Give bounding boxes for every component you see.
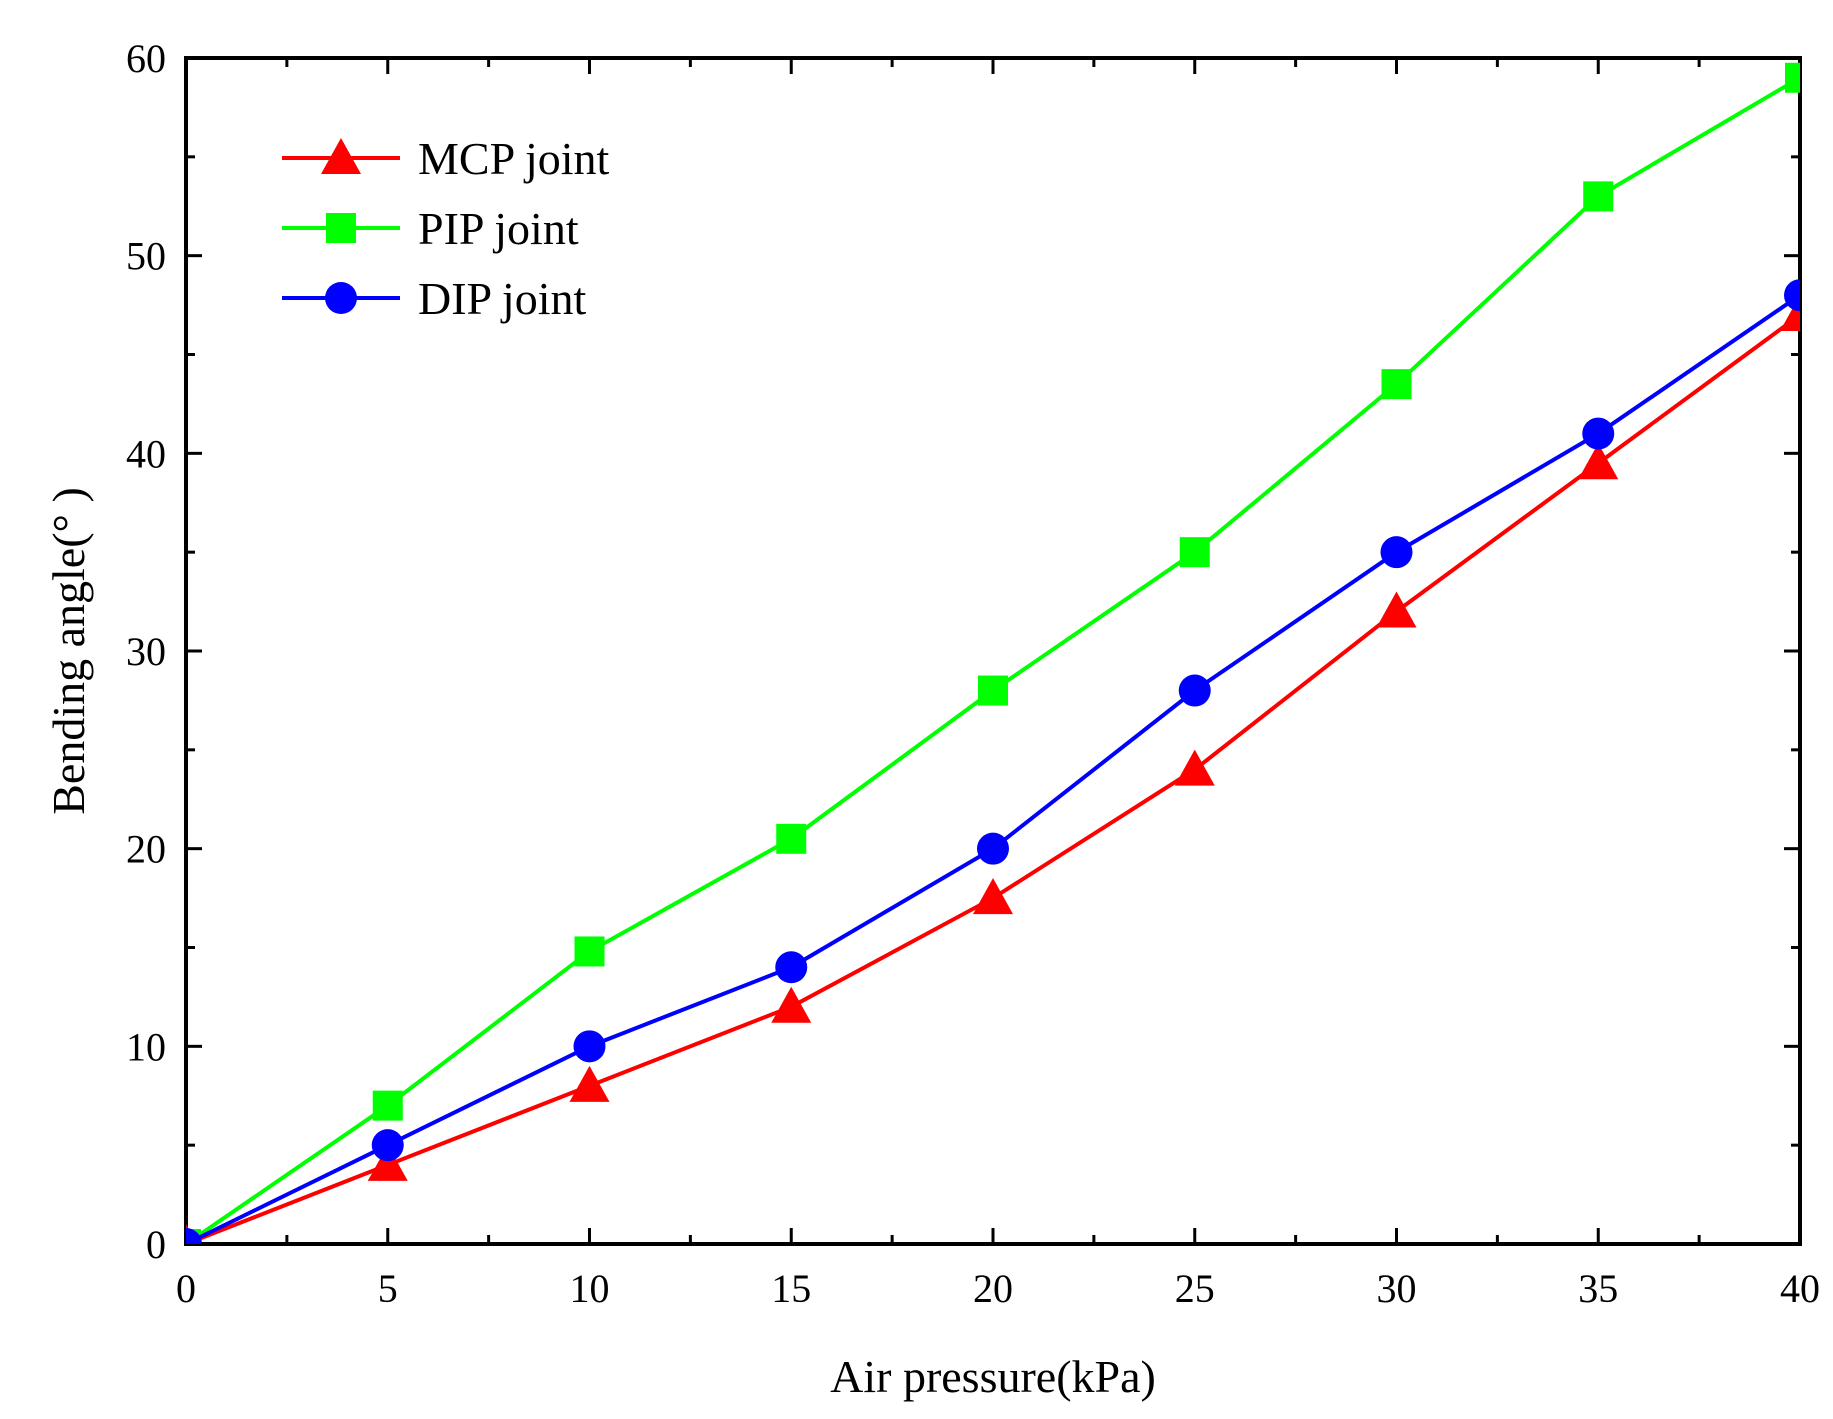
data-point xyxy=(186,1228,202,1244)
legend-item: MCP joint xyxy=(282,133,610,184)
legend-marker xyxy=(321,138,361,174)
y-tick-label: 60 xyxy=(126,36,166,81)
data-point xyxy=(569,1065,610,1102)
x-tick-label: 15 xyxy=(771,1266,811,1311)
data-point xyxy=(776,823,807,854)
data-point xyxy=(574,936,605,967)
data-point xyxy=(372,1090,403,1121)
data-point xyxy=(1578,443,1619,480)
data-point xyxy=(977,832,1009,865)
legend-marker xyxy=(326,213,356,243)
x-tick-label: 35 xyxy=(1578,1266,1618,1311)
data-point xyxy=(1174,749,1215,786)
data-point xyxy=(775,951,808,984)
data-point xyxy=(1381,369,1412,400)
y-tick-label: 40 xyxy=(126,431,166,476)
data-point xyxy=(367,1144,408,1181)
data-point xyxy=(573,1030,606,1063)
y-axis-title: Bending angle(° ) xyxy=(43,487,94,815)
data-point xyxy=(1582,417,1615,450)
series-pip-joint xyxy=(186,62,1800,1244)
y-tick-label: 30 xyxy=(126,629,166,674)
data-point xyxy=(1784,279,1800,312)
legend-item: PIP joint xyxy=(282,203,579,254)
series-layer xyxy=(186,62,1800,1244)
legend-marker xyxy=(325,282,357,314)
data-point xyxy=(1178,674,1211,707)
data-point xyxy=(1376,591,1417,628)
data-point xyxy=(371,1129,404,1162)
series-line xyxy=(186,313,1800,1244)
legend-label: MCP joint xyxy=(418,133,610,184)
x-tick-label: 0 xyxy=(176,1266,196,1311)
series-dip-joint xyxy=(186,279,1800,1244)
x-tick-label: 20 xyxy=(973,1266,1013,1311)
axis-ticks: 0 5 10 15 20 25 30 35 40 0 10 20 30 40 50 60 xyxy=(126,36,1820,1311)
y-tick-label: 10 xyxy=(126,1024,166,1069)
x-axis-title: Air pressure(kPa) xyxy=(830,1351,1156,1402)
data-point xyxy=(973,878,1013,915)
y-tick-label: 50 xyxy=(126,234,166,279)
data-point xyxy=(771,986,812,1023)
data-point xyxy=(1179,537,1210,568)
y-tick-label: 0 xyxy=(146,1222,166,1267)
x-tick-label: 40 xyxy=(1780,1266,1820,1311)
legend-item: DIP joint xyxy=(282,273,586,324)
data-point xyxy=(1583,181,1614,212)
data-point xyxy=(1785,62,1800,93)
series-line xyxy=(186,293,1800,1244)
x-tick-label: 30 xyxy=(1377,1266,1417,1311)
y-tick-label: 20 xyxy=(126,827,166,872)
legend-label: DIP joint xyxy=(418,273,586,324)
data-point xyxy=(978,675,1008,706)
series-mcp-joint xyxy=(186,294,1800,1244)
x-tick-label: 10 xyxy=(570,1266,610,1311)
legend: MCP joint PIP joint DIP joint xyxy=(282,133,610,324)
legend-label: PIP joint xyxy=(418,203,579,254)
x-tick-label: 25 xyxy=(1175,1266,1215,1311)
x-tick-label: 5 xyxy=(378,1266,398,1311)
data-point xyxy=(1380,536,1413,569)
